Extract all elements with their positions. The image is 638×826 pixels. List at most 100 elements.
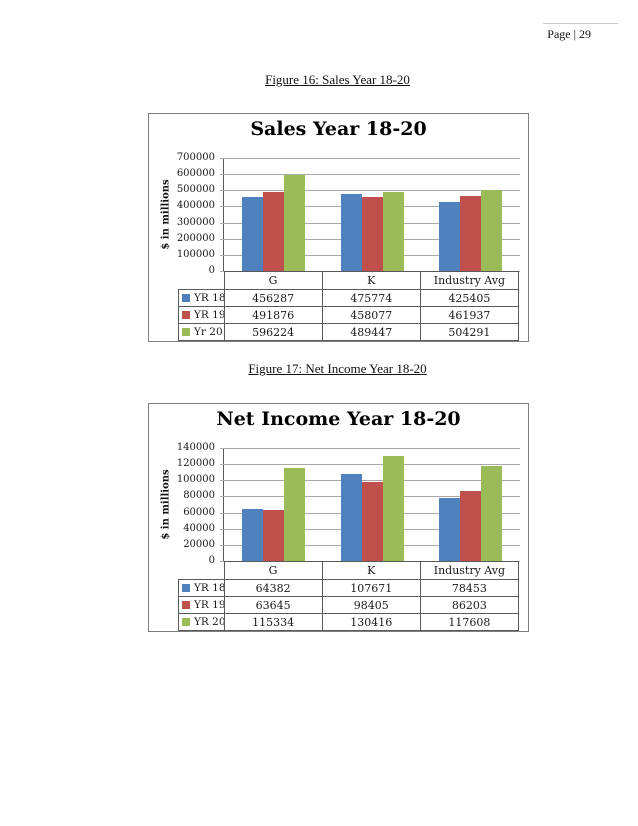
table-row: YR 19 63645 98405 86203: [178, 596, 520, 614]
table-row: Yr 20 596224 489447 504291: [178, 323, 520, 341]
y-tick-label: 100000: [176, 474, 215, 485]
table-row: YR 18 64382 107671 78453: [178, 579, 520, 597]
y-axis-label: $ in millions: [160, 179, 172, 250]
y-tick-label: 600000: [176, 168, 215, 179]
value-cell: 107671: [321, 579, 421, 597]
chart-bar: [262, 191, 284, 271]
y-tick-label: 60000: [183, 507, 215, 518]
gridline: [220, 480, 520, 481]
corner-cell: [179, 272, 225, 290]
y-tick-label: 40000: [183, 523, 215, 534]
gridline: [220, 174, 520, 175]
y-tick-label: 400000: [176, 200, 215, 211]
gridline: [220, 448, 520, 449]
value-cell: 425405: [419, 289, 520, 307]
category-header-cell: G: [223, 271, 323, 290]
page-number: Page | 29: [547, 27, 591, 41]
legend-swatch-icon: [182, 328, 190, 336]
value-cell: 115334: [223, 613, 323, 631]
y-tick-label: 20000: [183, 539, 215, 550]
legend-swatch-icon: [182, 618, 190, 626]
category-header-row: G K Industry Avg: [179, 561, 520, 580]
legend-cell: YR 18: [178, 579, 225, 597]
legend-cell: YR 20: [178, 613, 225, 631]
value-cell: 98405: [321, 596, 421, 614]
y-tick-label: 140000: [176, 442, 215, 453]
y-axis-label: $ in millions: [160, 469, 172, 540]
chart-bar: [460, 491, 482, 561]
chart-data-table: G K Industry Avg YR 18 456287 475774 425405 YR …: [178, 271, 520, 341]
category-header-cell: Industry Avg: [419, 561, 520, 580]
chart-bar: [340, 474, 362, 561]
y-tick-label: 700000: [176, 152, 215, 163]
y-tick-label: 0: [208, 265, 215, 276]
category-header-cell: G: [223, 561, 323, 580]
chart-data-table: G K Industry Avg YR 18 64382 107671 78453 YR 19…: [178, 561, 520, 631]
chart-bar: [382, 455, 404, 561]
figure-17-caption: Figure 17: Net Income Year 18-20: [248, 361, 427, 376]
plot-area: 140000 120000 100000 80000 60000 40000 20000 0: [177, 442, 520, 566]
value-cell: 86203: [419, 596, 520, 614]
chart-bar: [241, 197, 263, 271]
chart-bar: [262, 509, 284, 561]
value-cell: 461937: [419, 306, 520, 324]
chart-title: Sales Year 18-20: [250, 118, 427, 140]
y-tick-label: 500000: [176, 184, 215, 195]
value-cell: 504291: [419, 323, 520, 341]
table-row: YR 19 491876 458077 461937: [178, 306, 520, 324]
corner-cell: [179, 562, 225, 580]
header-rule: [543, 23, 618, 24]
chart-bar: [439, 497, 461, 561]
category-header-row: G K Industry Avg: [179, 271, 520, 290]
value-cell: 78453: [419, 579, 520, 597]
figure-16-caption: Figure 16: Sales Year 18-20: [265, 72, 410, 87]
legend-swatch-icon: [182, 601, 190, 609]
chart-bar: [340, 194, 362, 271]
legend-cell: YR 18: [178, 289, 225, 307]
category-header-cell: K: [321, 561, 421, 580]
net-income-chart-figure: Net Income Year 18-20 $ in millions 1400…: [148, 403, 529, 632]
y-tick-label: 300000: [176, 217, 215, 228]
plot-area: 700000 600000 500000 400000 300000 200000 1000…: [177, 152, 520, 276]
value-cell: 491876: [223, 306, 323, 324]
value-cell: 489447: [321, 323, 421, 341]
legend-cell: Yr 20: [178, 323, 225, 341]
chart-bar: [361, 481, 383, 561]
value-cell: 64382: [223, 579, 323, 597]
chart-bar: [382, 192, 404, 271]
value-cell: 475774: [321, 289, 421, 307]
y-tick-label: 120000: [176, 458, 215, 469]
value-cell: 456287: [223, 289, 323, 307]
category-header-cell: Industry Avg: [419, 271, 520, 290]
chart-bar: [361, 197, 383, 271]
chart-bar: [439, 202, 461, 271]
sales-chart-figure: Sales Year 18-20 $ in millions 700000 600…: [148, 113, 529, 342]
legend-swatch-icon: [182, 584, 190, 592]
chart-bar: [481, 466, 503, 561]
gridline: [220, 158, 520, 159]
y-tick-label: 80000: [183, 490, 215, 501]
chart-bar: [283, 467, 305, 561]
y-tick-label: 100000: [176, 249, 215, 260]
chart-bar: [460, 196, 482, 271]
chart-bar: [481, 189, 503, 271]
legend-cell: YR 19: [178, 596, 225, 614]
category-header-cell: K: [321, 271, 421, 290]
value-cell: 596224: [223, 323, 323, 341]
legend-swatch-icon: [182, 294, 190, 302]
value-cell: 63645: [223, 596, 323, 614]
chart-bar: [283, 174, 305, 271]
value-cell: 130416: [321, 613, 421, 631]
gridline: [220, 190, 520, 191]
chart-title: Net Income Year 18-20: [216, 408, 461, 430]
value-cell: 117608: [419, 613, 520, 631]
y-tick-label: 200000: [176, 233, 215, 244]
legend-swatch-icon: [182, 311, 190, 319]
gridline: [220, 464, 520, 465]
value-cell: 458077: [321, 306, 421, 324]
y-tick-label: 0: [208, 555, 215, 566]
table-row: YR 18 456287 475774 425405: [178, 289, 520, 307]
chart-bar: [241, 509, 263, 561]
legend-cell: YR 19: [178, 306, 225, 324]
